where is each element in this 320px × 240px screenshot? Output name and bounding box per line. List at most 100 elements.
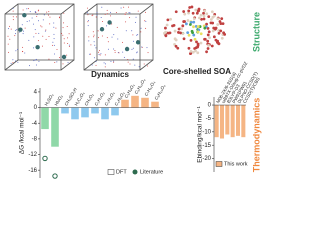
legend-marker [107,169,115,175]
soa-atom [200,17,203,21]
molecule-dot [46,11,48,13]
soa-atom [207,15,211,19]
molecule-dot [88,40,90,42]
molecule-dot [53,22,55,24]
y-tick-label: -16 [28,168,37,174]
molecule-dot [122,51,124,53]
molecule-dot [53,38,55,40]
molecule-dot [96,14,98,16]
molecule-dot [34,11,36,13]
y-tick-label: -20 [202,156,211,162]
bar [121,99,129,108]
cluster [18,27,23,32]
soa-atom [183,12,187,16]
molecule-dot [132,34,134,36]
molecule-dot [29,65,31,67]
cluster [107,20,112,25]
soa-atom [202,11,205,15]
soa-atom [206,39,210,43]
molecule-dot [54,61,56,63]
molecule-dot [8,51,10,53]
molecule-dot [136,51,138,53]
soa-atom [217,31,221,35]
soa-atom [208,36,211,40]
molecule-dot [68,33,70,35]
molecule-dot [93,57,95,59]
molecule-dot [49,16,51,18]
molecule-dot [36,15,38,17]
molecule-dot [98,37,100,39]
molecule-dot [12,59,14,61]
molecule-dot [87,20,89,22]
molecule-dot [131,48,133,50]
cube-face [17,3,75,61]
molecule-dot [95,64,97,66]
molecule-dot [106,13,108,15]
molecule-dot [35,59,37,61]
molecule-dot [48,58,50,60]
molecule-dot [101,6,103,8]
molecule-dot [90,44,92,46]
molecule-dot [118,52,120,54]
molecule-dot [55,27,57,29]
molecule-dot [123,56,125,58]
molecules [7,5,227,68]
soa-atom [191,11,195,15]
soa-atom [177,27,181,31]
molecule-dot [131,30,133,32]
molecule-dot [68,46,70,48]
y-tick-label: -5 [206,116,212,122]
molecule-dot [86,12,88,14]
molecule-dot [51,44,53,46]
molecule-dot [117,38,119,40]
molecule-dot [62,63,64,65]
soa-atom [205,12,209,16]
molecule-dot [23,30,25,32]
x-tick-label: CH₂O₂ [84,92,95,106]
molecule-dot [87,25,89,27]
soa-atom [182,37,186,41]
molecule-dot [34,11,36,13]
bar [81,107,89,118]
molecule-dot [61,32,63,34]
molecule-dot [10,62,12,64]
molecule-dot [110,60,112,62]
bar [225,105,230,135]
legend-marker [132,169,138,175]
molecule-dot [7,35,9,37]
molecule-dot [63,38,65,40]
molecule-dot [21,24,23,26]
molecule-dot [88,36,90,38]
soa-atom [192,17,196,21]
soa-atom [203,9,207,13]
molecule-dot [92,31,94,33]
molecule-dot [19,31,21,33]
molecule-dot [10,28,12,30]
y-tick-label: -4 [32,121,38,127]
molecule-dot [128,12,130,14]
molecule-dot [38,32,40,34]
molecule-dot [53,44,55,46]
soa-atom [192,20,196,24]
cluster [61,54,67,60]
molecule-dot [22,9,24,11]
molecule-dot [12,62,14,64]
soa-atom [196,30,200,34]
molecule-dot [94,44,96,46]
legend-label: Literature [140,169,163,175]
molecule-dot [136,52,138,54]
molecule-dot [116,26,118,28]
cube-left [4,3,75,71]
soa-atom [194,8,198,12]
molecule-dot [66,37,68,39]
molecule-dot [125,11,127,13]
cluster [35,44,40,50]
molecule-dot [100,17,102,19]
molecule-dot [47,14,49,16]
molecule-dot [91,15,93,17]
molecule-dot [113,61,115,63]
soa-atom [171,24,174,28]
molecule-dot [22,46,24,48]
soa-atom [174,38,178,42]
molecule-dot [63,22,65,24]
